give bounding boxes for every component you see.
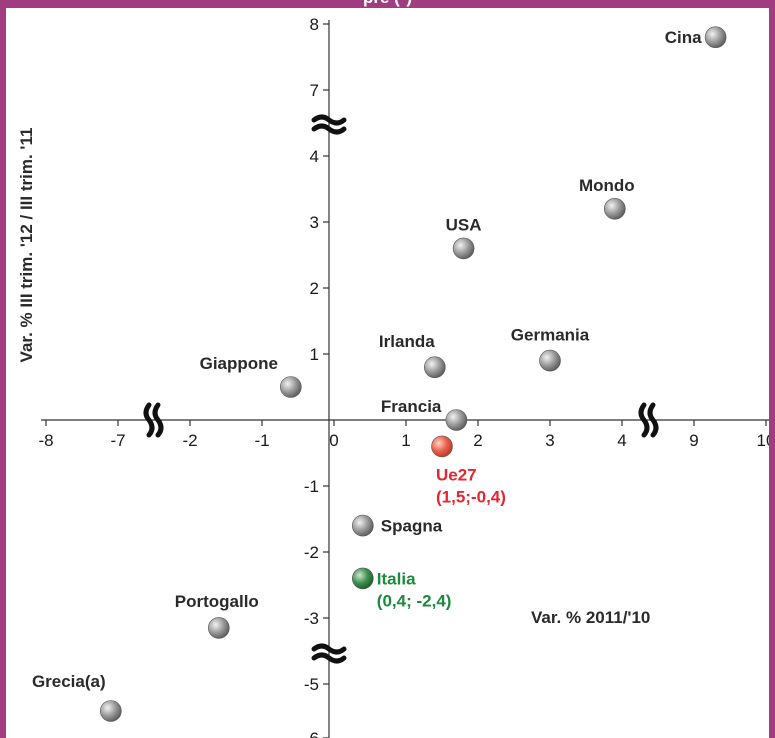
y-tick-label: 4 — [310, 147, 319, 166]
x-tick-label: 1 — [401, 431, 410, 450]
y-tick-label: -2 — [304, 543, 319, 562]
point-label-cina: Cina — [665, 28, 702, 47]
y-tick-label: 3 — [310, 213, 319, 232]
y-axis-break-top — [311, 114, 347, 135]
point-usa — [452, 237, 475, 260]
point-irlanda — [423, 356, 446, 379]
point-mondo — [603, 198, 626, 220]
x-tick-label: 9 — [689, 431, 698, 450]
point-label-italia: Italia — [377, 569, 416, 588]
point-spagna — [351, 514, 374, 537]
y-axis-break-bottom — [311, 643, 347, 664]
point-germania — [539, 349, 561, 372]
x-axis-break-right — [638, 402, 659, 438]
point-label-portogallo: Portogallo — [175, 592, 259, 611]
y-tick-label: -3 — [304, 609, 319, 628]
point-label-mondo: Mondo — [579, 176, 635, 195]
y-tick-label: 2 — [310, 279, 319, 298]
x-tick-label: 2 — [473, 431, 482, 450]
point-francia — [445, 409, 468, 431]
point-ue27 — [431, 435, 453, 458]
y-tick-label: 1 — [310, 345, 319, 364]
y-tick-label: 8 — [310, 15, 319, 34]
x-tick-label: 4 — [617, 431, 626, 450]
x-tick-label: -7 — [110, 431, 125, 450]
x-tick-label: 3 — [545, 431, 554, 450]
point-value-label-italia: (0,4; -2,4) — [377, 591, 452, 610]
point-label-spagna: Spagna — [381, 517, 443, 536]
x-tick-label: -2 — [182, 431, 197, 450]
point-value-label-ue27: (1,5;-0,4) — [436, 487, 506, 506]
point-portogallo — [208, 617, 230, 639]
point-italia — [351, 567, 374, 590]
chart-title: pre (*) — [6, 0, 769, 8]
y-tick-label: -5 — [304, 675, 319, 694]
x-tick-label: 0 — [329, 431, 338, 450]
point-giappone — [279, 376, 302, 398]
point-label-germania: Germania — [511, 326, 590, 345]
x-tick-label: -8 — [38, 431, 53, 450]
y-tick-label: -1 — [304, 477, 319, 496]
point-label-giappone: Giappone — [200, 354, 278, 373]
title-bar: pre (*) — [6, 0, 769, 8]
x-axis-break-left — [143, 402, 164, 438]
point-label-irlanda: Irlanda — [379, 332, 435, 351]
y-tick-label: 7 — [310, 81, 319, 100]
x-tick-label: 10 — [757, 431, 769, 450]
x-axis-title: Var. % 2011/'10 — [531, 608, 650, 627]
point-label-ue27: Ue27 — [436, 465, 477, 484]
point-cina — [704, 26, 727, 49]
point-grecia-a — [100, 700, 122, 722]
point-label-usa: USA — [446, 215, 482, 234]
scatter-chart: -8 -7 -2 -1 0 1 2 3 4 9 10 8 7 4 3 2 1 -1 -2 -3 -5 -6 Cina Mo… — [17, 15, 769, 738]
point-label-grecia-a: Grecia(a) — [32, 672, 106, 691]
x-tick-label: -1 — [254, 431, 269, 450]
point-label-francia: Francia — [381, 397, 442, 416]
y-axis-title: Var. % III trim. '12 / III trim. '11 — [17, 128, 36, 363]
y-tick-label: -6 — [304, 729, 319, 738]
